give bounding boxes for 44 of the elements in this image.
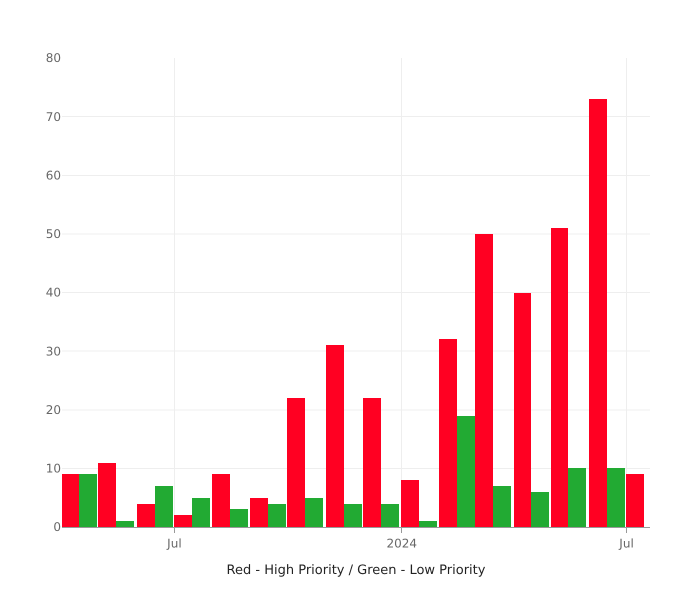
bar <box>212 474 230 527</box>
y-tick-label: 20 <box>46 402 61 417</box>
y-tick-label: 70 <box>46 110 61 124</box>
y-tick-label: 80 <box>46 51 61 66</box>
bar <box>174 515 192 527</box>
bar <box>230 509 248 527</box>
bar <box>419 521 437 527</box>
y-tick-label: 50 <box>46 227 61 242</box>
bar <box>551 228 568 527</box>
bar <box>62 474 79 527</box>
bar <box>98 463 116 527</box>
bar <box>381 504 399 527</box>
bar <box>116 521 134 527</box>
x-tick-label: Jul <box>618 536 634 550</box>
bar <box>568 468 586 527</box>
bar <box>493 486 511 527</box>
bar <box>155 486 173 527</box>
bar <box>531 492 549 527</box>
bar <box>79 474 97 527</box>
x-tick-label: 2024 <box>386 536 417 550</box>
bar <box>305 498 323 527</box>
y-tick-label: 10 <box>46 462 61 476</box>
bar <box>363 398 381 527</box>
bar <box>326 345 344 527</box>
bar <box>268 504 286 527</box>
x-axis-title: Red - High Priority / Green - Low Priority <box>226 563 486 578</box>
x-tick-label: Jul <box>166 536 182 550</box>
bar <box>287 398 305 527</box>
y-tick-label: 0 <box>53 520 61 534</box>
bar <box>137 504 155 527</box>
bar <box>192 498 210 527</box>
bar <box>607 468 625 527</box>
bar <box>250 498 268 527</box>
bar <box>457 416 475 527</box>
y-tick-label: 30 <box>46 344 61 358</box>
bar <box>439 339 457 527</box>
y-tick-label: 40 <box>46 286 61 300</box>
bar <box>475 234 493 527</box>
bar <box>514 293 531 527</box>
bar <box>626 474 644 527</box>
bar <box>344 504 362 527</box>
y-tick-label: 60 <box>46 168 61 182</box>
bar <box>589 99 607 527</box>
bar <box>401 480 419 527</box>
